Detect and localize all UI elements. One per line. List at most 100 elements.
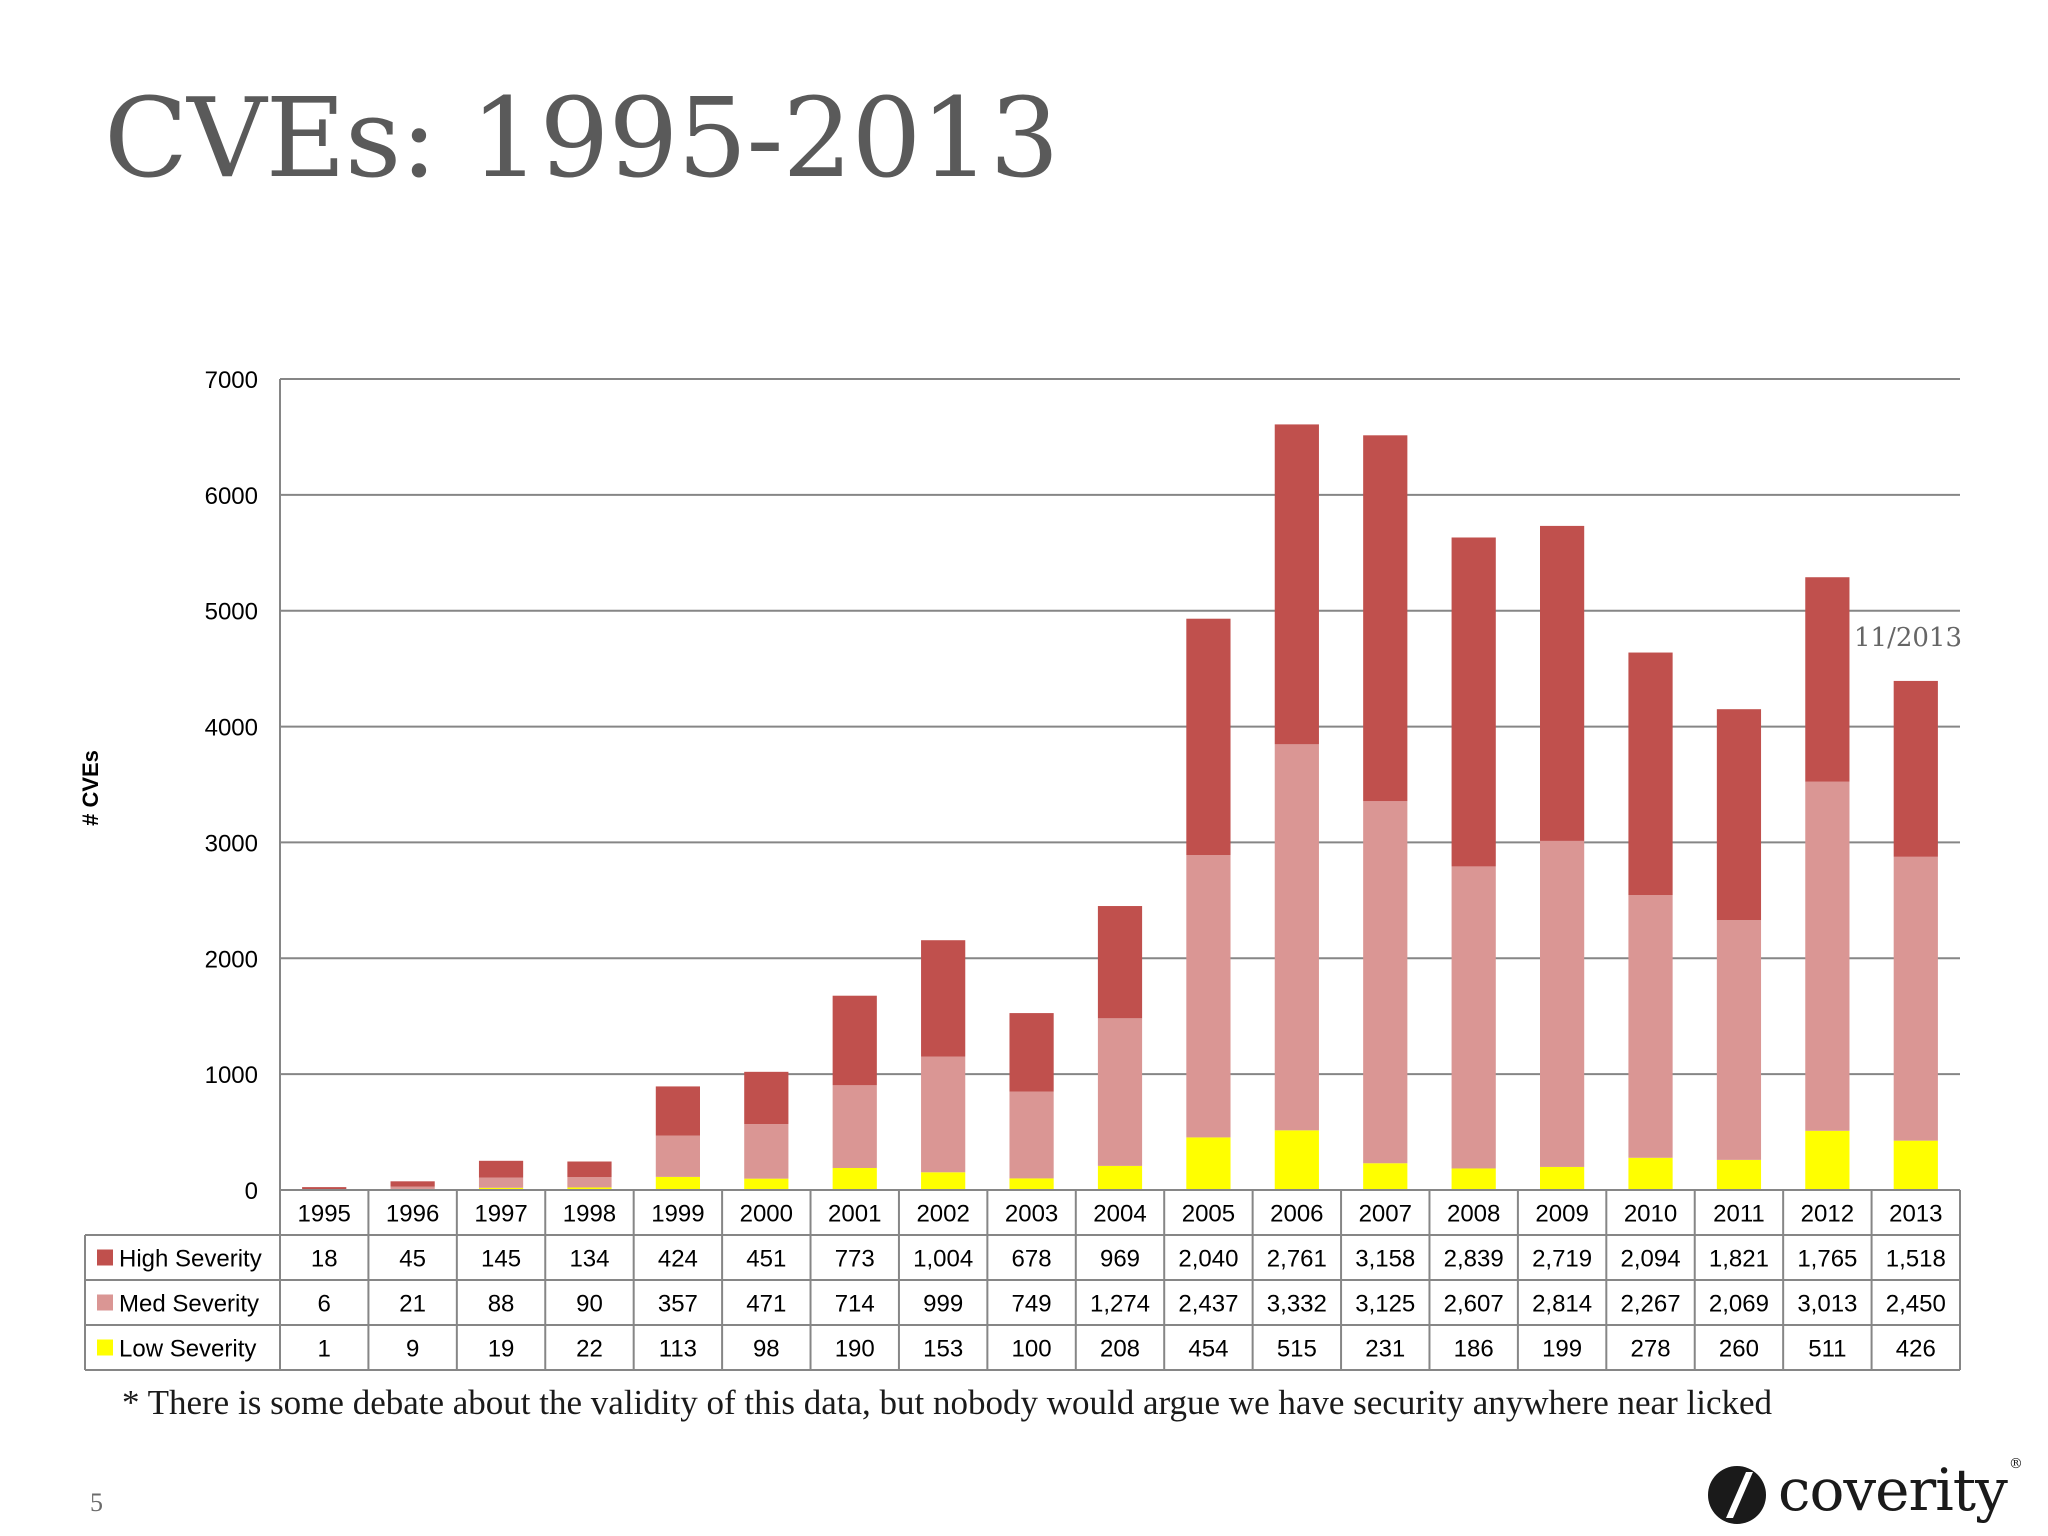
x-tick-label: 2002 (916, 1201, 969, 1228)
bar-high-severity-2010 (1628, 652, 1673, 896)
table-cell-value: 113 (659, 1336, 697, 1363)
bar-med-severity-2013 (1893, 856, 1938, 1141)
bar-med-severity-2012 (1805, 781, 1850, 1131)
table-cell-value: 2,069 (1709, 1291, 1769, 1318)
bar-low-severity-2005 (1186, 1137, 1231, 1190)
bar-high-severity-1997 (478, 1160, 524, 1178)
table-cell-value: 678 (1012, 1246, 1052, 1273)
table-cell-value: 9 (406, 1336, 419, 1363)
bar-med-severity-2010 (1628, 895, 1673, 1158)
bar-low-severity-2003 (1009, 1178, 1054, 1190)
bar-low-severity-2000 (744, 1178, 789, 1190)
table-cell-value: 186 (1454, 1336, 1494, 1363)
bar-high-severity-2012 (1805, 577, 1850, 782)
table-cell-value: 2,814 (1532, 1291, 1592, 1318)
table-cell-value: 100 (1012, 1336, 1052, 1363)
bar-med-severity-2001 (832, 1085, 877, 1168)
bar-low-severity-2010 (1628, 1157, 1673, 1190)
table-cell-value: 451 (746, 1246, 786, 1273)
y-tick-label: 5000 (205, 599, 258, 626)
bar-high-severity-2000 (744, 1071, 789, 1125)
legend-label: Low Severity (119, 1336, 256, 1363)
table-cell-value: 2,450 (1886, 1291, 1946, 1318)
y-tick-label: 2000 (205, 946, 258, 973)
table-cell-value: 1,518 (1886, 1246, 1946, 1273)
bar-med-severity-2009 (1540, 840, 1585, 1167)
table-cell-value: 88 (488, 1291, 515, 1318)
table-cell-value: 22 (576, 1336, 603, 1363)
bar-low-severity-2013 (1893, 1140, 1938, 1190)
y-tick-label: 4000 (205, 715, 258, 742)
table-cell-value: 145 (481, 1246, 521, 1273)
table-cell-value: 6 (318, 1291, 331, 1318)
bar-low-severity-1998 (567, 1187, 612, 1190)
bar-high-severity-2003 (1009, 1013, 1054, 1092)
table-cell-value: 999 (923, 1291, 963, 1318)
bar-low-severity-2012 (1805, 1130, 1850, 1190)
x-tick-label: 2008 (1447, 1201, 1500, 1228)
legend-key (97, 1339, 113, 1356)
bar-high-severity-2002 (921, 940, 966, 1057)
table-cell-value: 1,821 (1709, 1246, 1769, 1273)
bar-high-severity-1998 (567, 1161, 612, 1178)
table-cell-value: 90 (576, 1291, 603, 1318)
bar-high-severity-2005 (1186, 618, 1231, 856)
bar-med-severity-2002 (921, 1056, 966, 1173)
x-tick-label: 2007 (1359, 1201, 1412, 1228)
bar-high-severity-2008 (1451, 537, 1496, 867)
bar-high-severity-1996 (390, 1181, 435, 1187)
x-tick-label: 2006 (1270, 1201, 1323, 1228)
table-cell-value: 1 (318, 1336, 331, 1363)
x-tick-label: 1997 (474, 1201, 527, 1228)
table-cell-value: 2,040 (1178, 1246, 1238, 1273)
y-tick-label: 7000 (205, 367, 258, 394)
bar-med-severity-1997 (478, 1177, 524, 1188)
table-cell-value: 45 (399, 1246, 426, 1273)
chart-annotation: 11/2013 (1854, 623, 1962, 653)
table-cell-value: 2,761 (1267, 1246, 1327, 1273)
table-cell-value: 454 (1188, 1336, 1228, 1363)
bar-med-severity-2004 (1097, 1018, 1143, 1166)
y-axis-label: # CVEs (78, 750, 103, 826)
bar-high-severity-1995 (302, 1187, 347, 1190)
bar-low-severity-2002 (921, 1172, 966, 1190)
slide-title: CVEs: 1995-2013 (104, 74, 1059, 202)
bar-med-severity-1996 (390, 1186, 435, 1189)
bar-med-severity-2000 (744, 1124, 789, 1179)
coverity-logo: coverity ® (1706, 1456, 2023, 1530)
table-cell-value: 714 (835, 1291, 875, 1318)
x-tick-label: 2011 (1713, 1201, 1765, 1228)
table-cell-value: 2,267 (1620, 1291, 1680, 1318)
footnote: * There is some debate about the validit… (122, 1383, 1773, 1422)
bar-low-severity-2007 (1363, 1163, 1408, 1190)
bar-med-severity-2008 (1451, 866, 1496, 1169)
table-cell-value: 471 (746, 1291, 786, 1318)
bar-med-severity-2003 (1009, 1091, 1054, 1179)
page-number: 5 (90, 1488, 103, 1517)
x-tick-label: 2003 (1005, 1201, 1058, 1228)
table-cell-value: 969 (1100, 1246, 1140, 1273)
bar-med-severity-1998 (567, 1177, 612, 1188)
bar-high-severity-2006 (1274, 424, 1319, 745)
x-tick-label: 1995 (298, 1201, 351, 1228)
table-cell-value: 260 (1719, 1336, 1759, 1363)
x-tick-label: 2000 (740, 1201, 793, 1228)
table-cell-value: 1,004 (913, 1246, 973, 1273)
bar-high-severity-2004 (1097, 906, 1143, 1019)
table-cell-value: 1,765 (1797, 1246, 1857, 1273)
x-tick-label: 1996 (386, 1201, 439, 1228)
table-cell-value: 18 (311, 1246, 338, 1273)
table-cell-value: 134 (569, 1246, 609, 1273)
bar-med-severity-1999 (655, 1135, 700, 1177)
x-tick-label: 2012 (1801, 1201, 1854, 1228)
table-cell-value: 199 (1542, 1336, 1582, 1363)
table-cell-value: 357 (658, 1291, 698, 1318)
y-tick-label: 1000 (205, 1062, 258, 1089)
bar-high-severity-2013 (1893, 680, 1938, 857)
x-tick-label: 1998 (563, 1201, 616, 1228)
table-cell-value: 3,158 (1355, 1246, 1415, 1273)
y-tick-label: 0 (245, 1178, 258, 1205)
bar-low-severity-1997 (478, 1187, 524, 1190)
bar-low-severity-2006 (1274, 1130, 1319, 1190)
